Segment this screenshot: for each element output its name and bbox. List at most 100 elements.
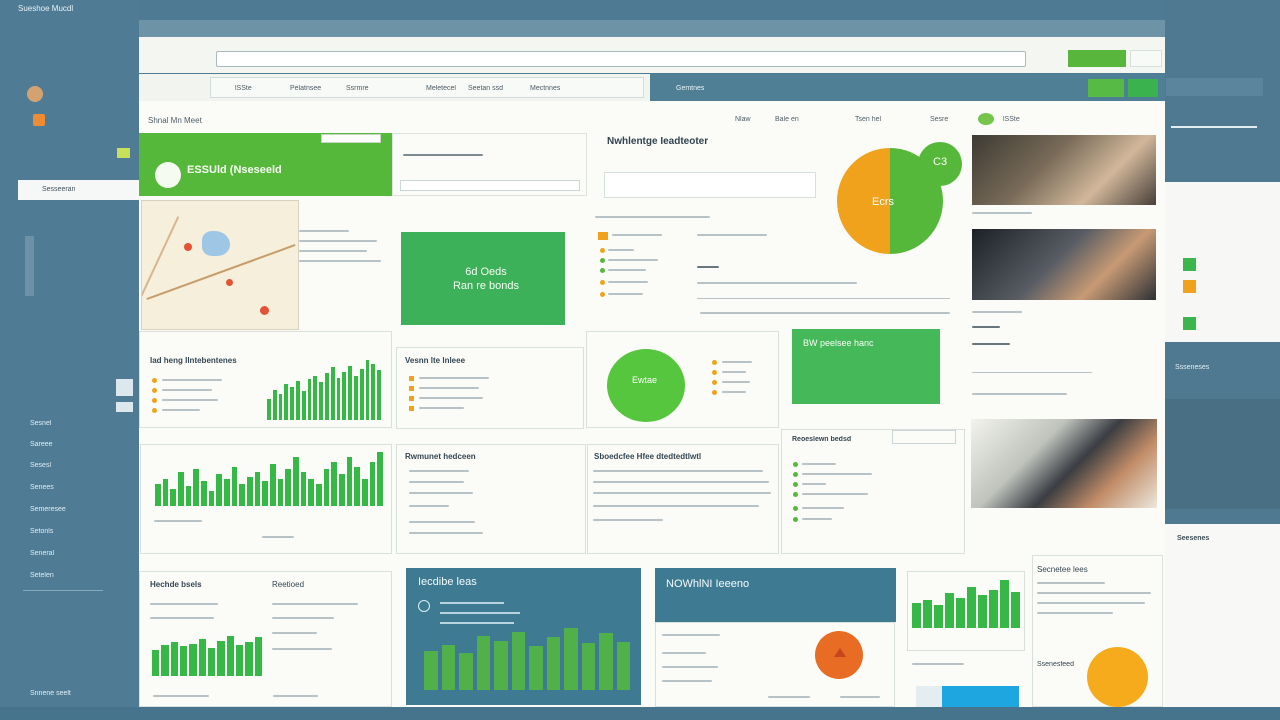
top-white-button[interactable] [1130,50,1162,67]
badge-icon [117,148,130,158]
chart-bar [262,481,268,506]
tab-dark [650,74,1165,101]
chart-bar [371,364,376,420]
list-green-icon-1[interactable] [1183,258,1196,271]
hero-chip [321,134,381,143]
teal-card-icon [418,600,430,612]
chart-bar [152,650,160,676]
chart-bar [170,489,176,506]
workflow-input[interactable] [604,172,816,198]
tab-2[interactable]: Pelatnsee [290,85,322,92]
toolbar-item-2[interactable]: Bale en [775,116,799,123]
map-pin-icon[interactable] [184,243,192,251]
chart-bar [208,491,215,506]
menu-icon[interactable] [116,402,133,412]
chart-bar [300,472,307,506]
top-band [139,20,1165,37]
chart-bar [377,452,383,506]
green-card-text: 6d Oeds Ran re bonds [452,266,520,292]
panel-e-chip[interactable] [892,430,956,444]
chart-bar [308,479,314,506]
left-label-5: Semeresee [30,506,66,513]
teal-bar-chart[interactable] [422,628,632,690]
map-pin-icon[interactable] [226,279,233,286]
desk-photo[interactable] [971,419,1157,508]
chip-gray[interactable] [916,686,942,707]
chart-bar [267,399,271,420]
chart-bar [354,376,358,420]
chart-bar [296,381,300,420]
chart-bar [616,642,630,690]
team-photo-1[interactable] [972,135,1156,205]
chart-bar [231,467,238,506]
bar-chart-3[interactable] [151,636,263,676]
list-orange-icon[interactable] [1183,280,1196,293]
chart-bar [1011,592,1020,628]
tab-4[interactable]: Meletecel [426,85,456,92]
chart-bar [511,632,525,690]
tab-5[interactable]: Seetan ssd [468,85,504,92]
tab-1[interactable]: lSSte [235,85,252,92]
bar-chart-1[interactable] [266,360,382,420]
list-green-icon-2[interactable] [1183,317,1196,330]
toolbar-item-5[interactable]: lSSte [1003,116,1020,123]
panel-j-title: Secnetee lees [1037,565,1088,574]
panel-b-title: Vesnn lte lnleee [405,356,466,365]
chart-bar [978,595,987,628]
tab-green-2[interactable] [1128,79,1158,97]
chart-bar [331,462,337,506]
hero-search-field[interactable] [400,180,580,191]
chart-bar [198,639,206,676]
chart-bar [216,474,222,506]
left-selected-item[interactable] [18,180,139,200]
toolbar-badge-icon[interactable] [978,113,994,125]
selected-label: Sesseeran [42,186,76,193]
search-input[interactable] [216,51,1026,67]
chart-bar [956,598,965,628]
map[interactable] [141,200,299,330]
left-label-4: Senees [30,484,54,491]
left-label-3: Sesesl [30,462,52,469]
chart-bar [923,600,932,628]
chart-bar [342,372,347,420]
chart-bar [319,382,323,420]
right-line [1171,126,1257,128]
progress-circle[interactable] [607,349,685,422]
chart-bar [316,484,322,506]
bar-chart-4[interactable] [911,580,1021,628]
filter-icon[interactable] [116,379,133,396]
tab-green[interactable] [1088,79,1124,97]
map-lake [202,231,230,256]
tab-group [210,77,644,98]
avatar[interactable] [27,86,43,102]
left-label-8: Setelen [30,572,54,579]
left-label-6: Setonls [30,528,54,535]
map-pin-icon[interactable] [260,306,269,315]
chart-bar [967,587,976,628]
hero-icon [155,162,181,188]
top-green-button[interactable] [1068,50,1126,67]
donut-number: C3 [933,156,948,168]
team-photo-2[interactable] [972,229,1156,300]
toolbar-item-1[interactable]: Nlaw [735,116,751,123]
tab-6[interactable]: Mectnnes [530,85,561,92]
chart-bar [362,479,368,506]
chart-bar [278,394,283,420]
chart-bar [313,376,318,420]
bar-chart-2[interactable] [154,452,384,506]
chart-bar [245,642,253,676]
chart-bar [346,457,353,506]
toolbar-item-4[interactable]: Sesre [930,116,949,123]
tab-7[interactable]: Gemtnes [676,85,705,92]
right-bottom-list [1165,524,1280,707]
up-arrow-icon [834,648,846,657]
tab-3[interactable]: Ssrmre [346,85,369,92]
chip-blue[interactable] [942,686,1019,707]
orange-app-icon[interactable] [33,114,45,126]
scroll-track[interactable] [25,236,34,296]
chart-bar [161,645,169,676]
chart-bar [339,474,345,506]
toolbar-item-3[interactable]: Tsen hel [855,116,882,123]
chart-bar [494,641,508,690]
yellow-circle[interactable] [1087,647,1148,707]
